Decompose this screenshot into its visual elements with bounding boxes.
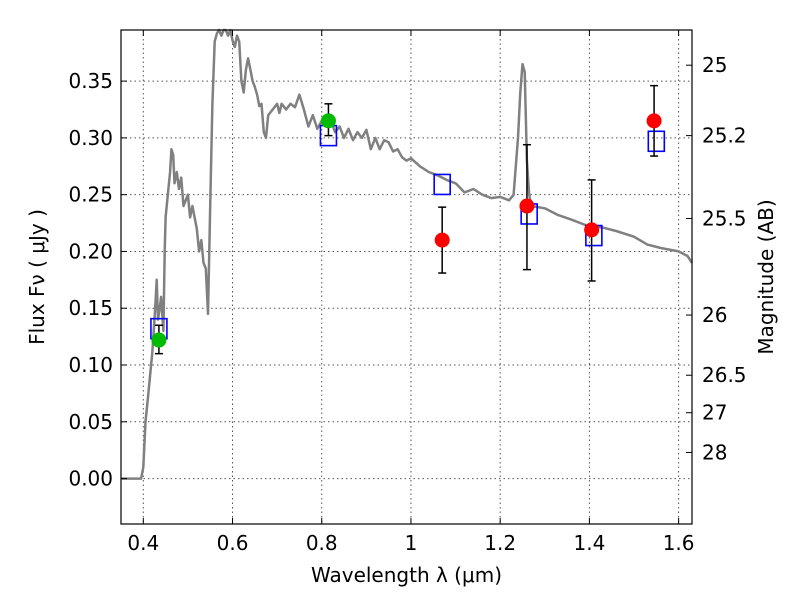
- right-tick-label: 25.2: [702, 124, 747, 148]
- y-tick-label: 0.05: [68, 410, 113, 434]
- x-tick-label: 0.8: [306, 531, 338, 555]
- x-tick-label: 0.6: [217, 531, 249, 555]
- axis-ticks: 0.4 0.6 0.8 1 1.2 1.4 1.6 0.00 0.05 0.10 0.15 0.20 0…: [68, 30, 747, 555]
- right-tick-label: 27: [702, 401, 727, 425]
- red-circle-marker: [519, 198, 535, 214]
- y-tick-label: 0.20: [68, 239, 113, 263]
- red-circle-marker: [434, 232, 450, 248]
- y-tick-label: 0.15: [68, 296, 113, 320]
- template-spectrum-line: [121, 28, 694, 480]
- y-tick-label: 0.10: [68, 353, 113, 377]
- y-tick-label: 0.00: [68, 467, 113, 491]
- x-tick-label: 1.6: [663, 531, 695, 555]
- x-tick-label: 1.2: [484, 531, 516, 555]
- right-tick-label: 28: [702, 440, 727, 464]
- data-markers: [150, 84, 666, 355]
- green-circle-marker: [151, 332, 167, 348]
- right-tick-label: 26.5: [702, 363, 747, 387]
- x-axis-label: Wavelength λ (μm): [311, 563, 502, 587]
- plot-frame: [120, 29, 693, 525]
- template-spectrum: [121, 28, 694, 480]
- right-axis-label: Magnitude (AB): [754, 199, 778, 354]
- red-circle-marker: [646, 113, 662, 129]
- y-axis-label: Flux Fν ( μJy ): [25, 209, 49, 345]
- y-tick-label: 0.35: [68, 69, 113, 93]
- model-square-marker: [433, 173, 451, 196]
- right-tick-label: 26: [702, 303, 727, 327]
- y-tick-label: 0.25: [68, 183, 113, 207]
- red-circle-marker: [584, 222, 600, 238]
- right-tick-label: 25: [702, 53, 727, 77]
- x-tick-label: 1.4: [573, 531, 605, 555]
- y-tick-label: 0.30: [68, 126, 113, 150]
- green-circle-marker: [320, 113, 336, 129]
- grid-lines: [121, 30, 692, 524]
- model-square-marker: [647, 130, 666, 153]
- x-tick-label: 0.4: [127, 531, 159, 555]
- right-tick-label: 25.5: [702, 207, 747, 231]
- x-tick-label: 1: [405, 531, 418, 555]
